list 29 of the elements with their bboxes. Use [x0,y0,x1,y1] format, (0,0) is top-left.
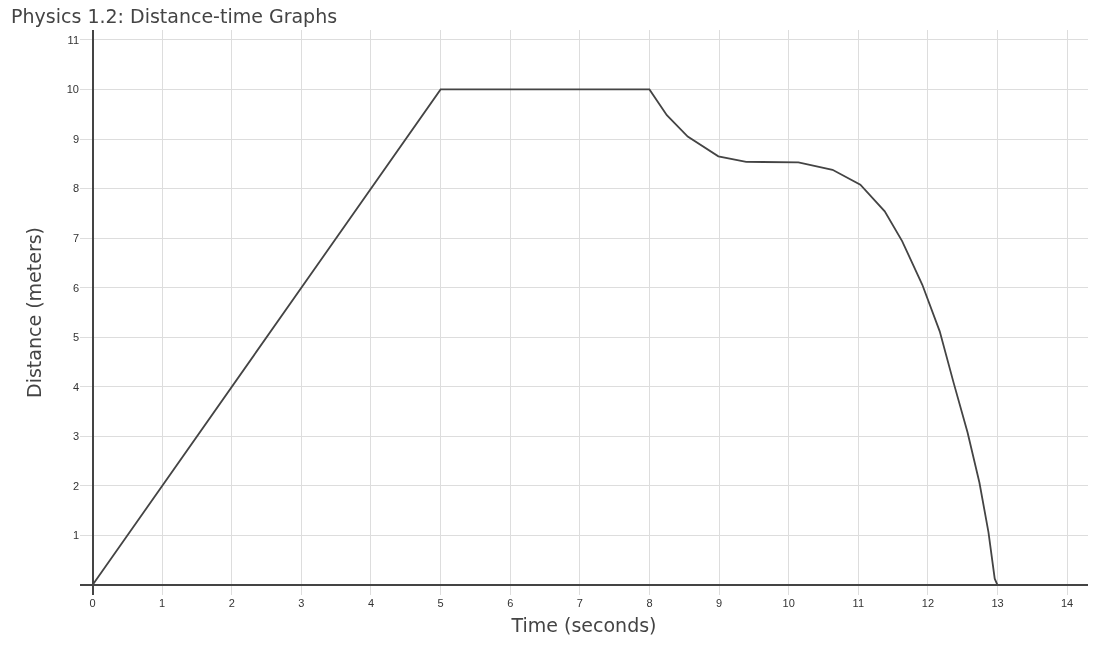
x-tick-label: 14 [1060,597,1074,609]
x-tick-label: 0 [89,597,96,609]
x-tick-label: 9 [715,597,723,609]
y-tick-label: 2 [72,479,79,492]
x-axis-title: Time (seconds) [510,613,657,636]
y-tick-label: 10 [66,83,79,96]
y-tick-label: 8 [72,182,79,195]
y-tick-label: 1 [72,529,79,542]
y-tick-label: 6 [72,281,79,294]
chart-title: Physics 1.2: Distance-time Graphs [11,5,338,28]
x-tick-label: 7 [576,597,583,609]
y-tick-label: 5 [72,331,79,344]
x-tick-label: 13 [991,597,1004,609]
x-tick-label: 3 [298,597,305,609]
x-tick-label: 2 [228,597,235,609]
x-tick-label: 10 [782,597,795,609]
x-tick-label: 12 [921,597,935,609]
y-tick-label: 3 [72,430,79,443]
x-tick-label: 5 [437,597,444,609]
y-tick-label: 4 [72,380,79,393]
x-tick-label: 6 [507,597,514,609]
y-tick-label: 9 [72,132,79,145]
x-tick-label: 11 [852,597,864,609]
x-tick-label: 1 [159,597,166,609]
x-tick-label: 4 [367,597,375,609]
x-tick-label: 8 [646,597,653,609]
y-axis-title: Distance (meters) [22,227,45,398]
y-tick-label: 7 [72,232,79,245]
y-tick-label: 11 [67,33,79,46]
